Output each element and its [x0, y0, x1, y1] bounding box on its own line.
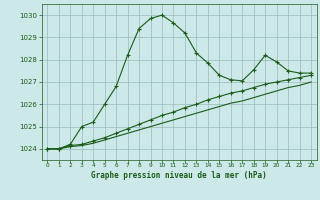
X-axis label: Graphe pression niveau de la mer (hPa): Graphe pression niveau de la mer (hPa) [91, 171, 267, 180]
